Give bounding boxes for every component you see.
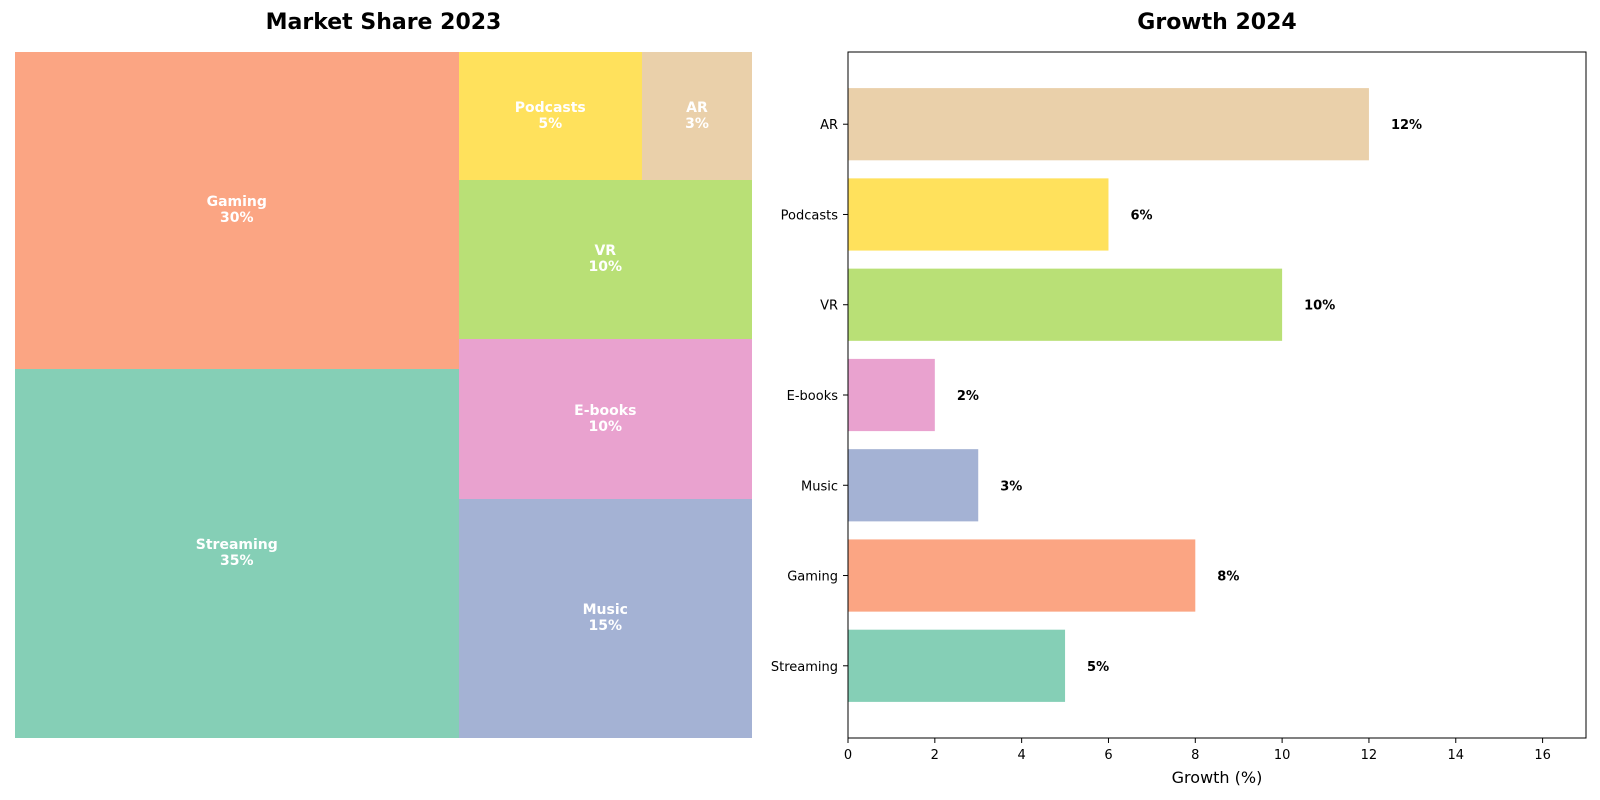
- y-tick-label: Music: [801, 479, 838, 494]
- treemap-tile-label: E-books 10%: [459, 403, 752, 435]
- x-tick-label: 16: [1534, 748, 1551, 763]
- y-tick-label: AR: [820, 118, 838, 133]
- treemap-tile-value: 10%: [588, 259, 623, 276]
- treemap-tile-name: VR: [594, 243, 617, 260]
- bar-gaming: [848, 539, 1196, 612]
- y-tick-label: Gaming: [787, 570, 838, 585]
- x-tick-label: 4: [1018, 748, 1026, 763]
- bar-value-label: 8%: [1217, 570, 1239, 585]
- treemap-tile-name: Gaming: [206, 194, 267, 211]
- treemap-tile-label: Music 15%: [459, 602, 752, 634]
- treemap-tile-value: 10%: [588, 418, 623, 435]
- treemap-tile-value: 15%: [588, 618, 623, 635]
- y-tick-label: E-books: [787, 389, 839, 404]
- y-tick-label: Streaming: [771, 660, 838, 675]
- treemap-tile-name: E-books: [574, 402, 637, 419]
- treemap-tile-name: Streaming: [195, 537, 278, 554]
- treemap-tile-label: Gaming 30%: [15, 194, 459, 226]
- y-tick-label: Podcasts: [781, 208, 839, 223]
- bar-streaming: [848, 629, 1066, 702]
- bar-value-label: 2%: [957, 389, 979, 404]
- plot-frame: [847, 51, 1587, 739]
- bar-podcasts: [848, 178, 1109, 251]
- x-tick-label: 8: [1191, 748, 1199, 763]
- bar-value-label: 12%: [1391, 118, 1422, 133]
- treemap-tile-vr: VR 10%: [458, 179, 752, 340]
- treemap-tile-gaming: Gaming 30%: [15, 52, 459, 369]
- treemap-tile-streaming: Streaming 35%: [15, 368, 459, 738]
- treemap-tile-label: AR 3%: [642, 100, 752, 132]
- bar-value-label: 5%: [1087, 660, 1109, 675]
- bar-value-label: 10%: [1304, 299, 1335, 314]
- treemap-tile-e-books: E-books 10%: [458, 339, 752, 499]
- treemap-tile-podcasts: Podcasts 5%: [458, 52, 642, 180]
- treemap-tile-value: 3%: [685, 115, 709, 132]
- bar-ar: [848, 88, 1369, 161]
- bar-music: [848, 449, 979, 522]
- x-tick-label: 2: [931, 748, 939, 763]
- treemap-tile-name: Podcasts: [514, 99, 586, 116]
- treemap-tile-value: 30%: [220, 210, 254, 227]
- treemap-tile-label: Streaming 35%: [15, 537, 459, 569]
- treemap-tile-music: Music 15%: [458, 498, 752, 738]
- bar-value-label: 3%: [1000, 479, 1022, 494]
- bar-vr: [848, 268, 1283, 341]
- treemap-tile-label: Podcasts 5%: [459, 100, 642, 132]
- x-tick-label: 10: [1274, 748, 1291, 763]
- treemap-tile-ar: AR 3%: [641, 52, 752, 180]
- treemap-tile-label: VR 10%: [459, 243, 752, 275]
- x-tick-label: 14: [1447, 748, 1464, 763]
- treemap-tile-name: AR: [686, 99, 708, 116]
- treemap-chart: Gaming 30% Streaming 35% Podcasts 5% AR 3% VR 10%…: [15, 52, 752, 738]
- y-tick-label: VR: [820, 299, 838, 314]
- treemap-tile-name: Music: [582, 602, 628, 619]
- x-axis-label: Growth (%): [1172, 768, 1263, 787]
- bar-chart-title: Growth 2024: [1137, 10, 1297, 35]
- bar-e-books: [848, 358, 935, 432]
- x-tick-label: 0: [844, 748, 852, 763]
- treemap-tile-value: 5%: [538, 115, 563, 132]
- treemap-title: Market Share 2023: [265, 10, 502, 35]
- x-tick-label: 6: [1104, 748, 1112, 763]
- x-tick-label: 12: [1361, 748, 1378, 763]
- bar-value-label: 6%: [1130, 208, 1152, 223]
- treemap-tile-value: 35%: [220, 553, 254, 570]
